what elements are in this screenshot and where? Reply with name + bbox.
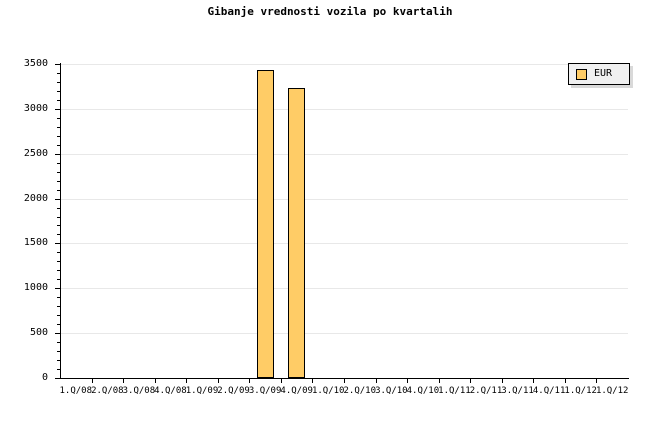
x-axis-label: 4.Q/11: [532, 386, 566, 396]
chart-legend[interactable]: EUR: [568, 63, 630, 85]
y-axis-minor-tick: [57, 297, 60, 298]
y-axis-tick: [55, 199, 60, 200]
x-axis-label: 3.Q/08: [122, 386, 156, 396]
legend-label-eur: EUR: [594, 68, 613, 79]
y-axis: 0 500 1000 1500 2000 2500 3000 3500: [0, 0, 60, 440]
x-axis-tick: [439, 378, 440, 383]
gridline: [60, 333, 628, 334]
y-axis-tick: [55, 378, 60, 379]
y-axis-minor-tick: [57, 118, 60, 119]
x-axis-label: 3.Q/11: [501, 386, 534, 396]
x-axis-tick: [470, 378, 471, 383]
x-axis-tick: [123, 378, 124, 383]
gridline: [60, 243, 628, 244]
x-axis-tick: [92, 378, 93, 383]
y-axis-minor-tick: [57, 351, 60, 352]
y-axis-label: 0: [41, 372, 48, 383]
y-axis-minor-tick: [57, 234, 60, 235]
y-axis-label: 2500: [23, 148, 48, 159]
plot-background: [60, 64, 628, 378]
gridline: [60, 109, 628, 110]
x-axis-tick: [186, 378, 187, 383]
x-axis-tick: [596, 378, 597, 383]
bar-4Q09-EUR[interactable]: [288, 88, 305, 378]
x-axis-tick: [533, 378, 534, 383]
y-axis-tick: [55, 109, 60, 110]
x-axis-label: 1.Q/12: [595, 386, 629, 396]
x-axis-tick: [376, 378, 377, 383]
y-axis-minor-tick: [57, 342, 60, 343]
gridline: [60, 288, 628, 289]
x-axis-tick: [249, 378, 250, 383]
x-axis-label: 2.Q/10: [343, 386, 377, 396]
y-axis-minor-tick: [57, 315, 60, 316]
y-axis-minor-tick: [57, 270, 60, 271]
y-axis-minor-tick: [57, 190, 60, 191]
x-axis-label: 1.Q/10: [311, 386, 345, 396]
x-axis-tick: [565, 378, 566, 383]
y-axis-label: 1500: [23, 237, 48, 248]
x-axis-label: 1.Q/08: [59, 386, 93, 396]
y-axis-tick: [55, 288, 60, 289]
y-axis-tick: [55, 243, 60, 244]
y-axis-label: 2000: [23, 193, 48, 204]
gridline: [60, 64, 628, 65]
gridline: [60, 154, 628, 155]
y-axis-minor-tick: [57, 252, 60, 253]
y-axis-tick: [55, 154, 60, 155]
plot-area: [60, 64, 628, 378]
y-axis-minor-tick: [57, 261, 60, 262]
y-axis-tick: [55, 333, 60, 334]
x-axis-label: 1.Q/11: [438, 386, 471, 396]
y-axis-minor-tick: [57, 100, 60, 101]
y-axis-line: [60, 63, 61, 379]
x-axis-label: 4.Q/10: [406, 386, 440, 396]
x-axis-label: 2.Q/08: [91, 386, 124, 396]
y-axis-tick: [55, 64, 60, 65]
y-axis-label: 3500: [23, 58, 48, 69]
x-axis-tick: [407, 378, 408, 383]
y-axis-label: 1000: [23, 282, 48, 293]
bar-3Q09-EUR[interactable]: [257, 70, 274, 378]
x-axis-label: 3.Q/09: [248, 386, 282, 396]
y-axis-minor-tick: [57, 136, 60, 137]
y-axis-minor-tick: [57, 181, 60, 182]
y-axis-minor-tick: [57, 73, 60, 74]
y-axis-minor-tick: [57, 360, 60, 361]
x-axis-tick: [344, 378, 345, 383]
y-axis-minor-tick: [57, 82, 60, 83]
x-axis-tick: [502, 378, 503, 383]
gridline: [60, 199, 628, 200]
y-axis-label: 3000: [23, 103, 48, 114]
x-axis-label: 4.Q/08: [154, 386, 187, 396]
y-axis-minor-tick: [57, 91, 60, 92]
x-axis-label: 2.Q/09: [217, 386, 250, 396]
y-axis-label: 500: [29, 327, 48, 338]
x-axis-label: 1.Q/12: [564, 386, 597, 396]
y-axis-minor-tick: [57, 279, 60, 280]
legend-swatch-eur: [576, 68, 587, 80]
x-axis-label: 4.Q/09: [280, 386, 313, 396]
x-axis-tick: [218, 378, 219, 383]
y-axis-minor-tick: [57, 163, 60, 164]
y-axis-minor-tick: [57, 324, 60, 325]
x-axis-label: 3.Q/10: [375, 386, 408, 396]
x-axis-tick: [155, 378, 156, 383]
x-axis-tick: [281, 378, 282, 383]
x-axis-label: 2.Q/11: [469, 386, 503, 396]
y-axis-minor-tick: [57, 172, 60, 173]
y-axis-minor-tick: [57, 225, 60, 226]
y-axis-minor-tick: [57, 306, 60, 307]
y-axis-minor-tick: [57, 127, 60, 128]
x-axis-tick: [312, 378, 313, 383]
chart-title: Gibanje vrednosti vozila po kvartalih: [207, 5, 453, 18]
y-axis-minor-tick: [57, 369, 60, 370]
x-axis-label: 1.Q/09: [185, 386, 219, 396]
y-axis-minor-tick: [57, 208, 60, 209]
y-axis-minor-tick: [57, 217, 60, 218]
y-axis-minor-tick: [57, 145, 60, 146]
